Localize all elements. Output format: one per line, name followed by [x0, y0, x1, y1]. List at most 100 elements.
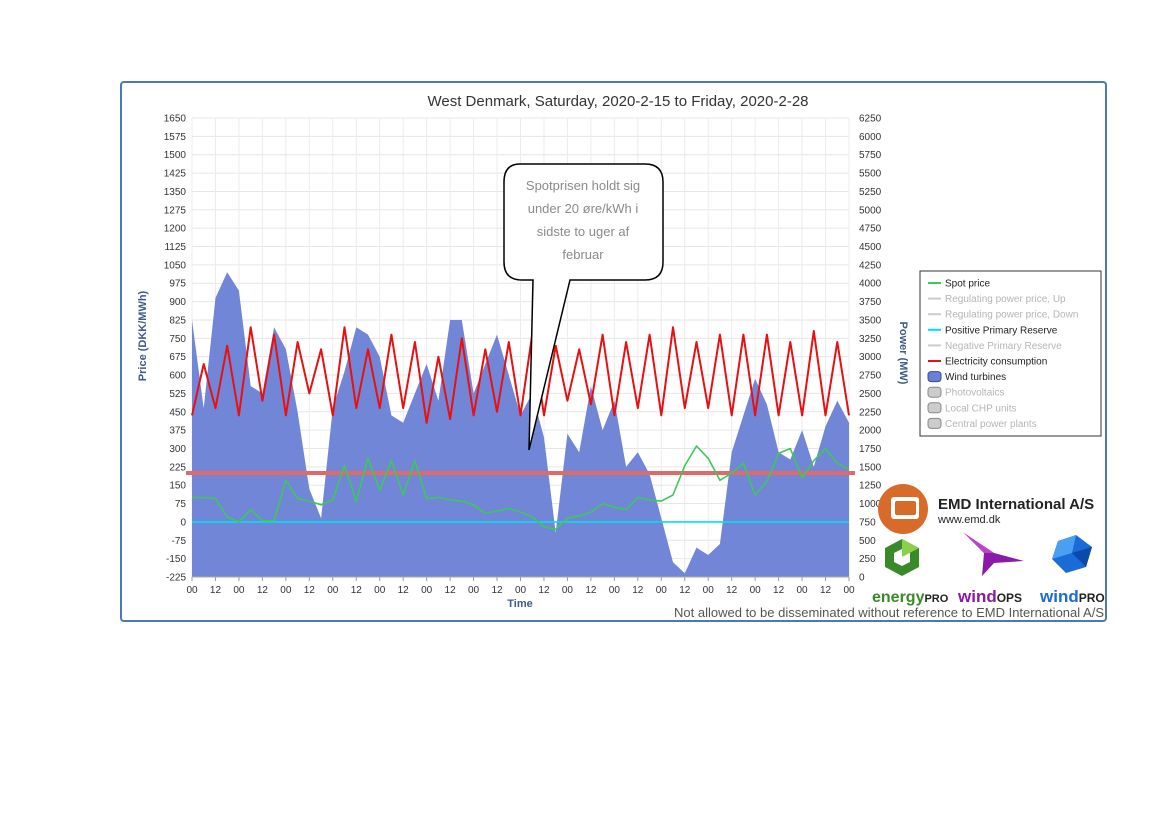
windpro-suffix: PRO [1079, 591, 1105, 605]
y-right-tick-label: 5000 [859, 205, 882, 216]
legend-item[interactable]: Central power plants [927, 417, 1037, 430]
y-right-tick-label: 6000 [859, 132, 882, 143]
y-right-tick-label: 1750 [859, 444, 882, 455]
callout-line: sidste to uger af [537, 224, 630, 239]
annotation-callout: Spotprisen holdt sig under 20 øre/kWh i si… [503, 163, 664, 451]
windpro-label: windPRO [1039, 587, 1105, 606]
x-tick-label: 00 [186, 585, 198, 596]
legend-label: Local CHP units [945, 403, 1017, 414]
x-tick-label: 00 [703, 585, 715, 596]
legend-item[interactable]: Negative Primary Reserve [928, 341, 1062, 352]
legend-item[interactable]: Local CHP units [927, 402, 1017, 415]
y-axis-right-title: Power (MW) [897, 322, 909, 385]
x-tick-label: 00 [374, 585, 386, 596]
axes: 1650157515001425135012751200112510509759… [164, 114, 882, 597]
emd-logo-icon [878, 484, 928, 534]
energypro-label: energyPRO [872, 589, 949, 606]
legend-label: Spot price [945, 279, 990, 290]
x-tick-label: 00 [515, 585, 527, 596]
x-tick-label: 00 [280, 585, 292, 596]
y-left-tick-label: 975 [169, 279, 186, 290]
series-electricity-consumption-line [191, 326, 850, 424]
branding: EMD International A/S www.emd.dk energyP… [674, 484, 1105, 620]
x-tick-label: 00 [233, 585, 245, 596]
windpro-prefix: wind [1039, 587, 1079, 606]
y-left-tick-label: -225 [166, 573, 186, 584]
x-tick-label: 00 [609, 585, 621, 596]
x-tick-label: 12 [820, 585, 832, 596]
x-tick-label: 12 [538, 585, 550, 596]
legend-item[interactable]: Wind turbines [927, 371, 1006, 384]
y-left-tick-label: -150 [166, 554, 186, 565]
y-left-tick-label: 750 [169, 334, 186, 345]
callout-text: Spotprisen holdt sig under 20 øre/kWh i si… [526, 178, 640, 262]
y-right-tick-label: 4000 [859, 279, 882, 290]
legend-label: Positive Primary Reserve [945, 325, 1058, 336]
legend-label: Central power plants [945, 419, 1037, 430]
legend-label: Wind turbines [945, 372, 1006, 383]
legend[interactable]: Spot price Regulating power price, Up Regu… [919, 270, 1102, 437]
y-right-tick-label: 4500 [859, 242, 882, 253]
x-tick-label: 12 [585, 585, 597, 596]
y-right-tick-label: 5500 [859, 169, 882, 180]
x-tick-label: 00 [421, 585, 433, 596]
legend-item[interactable]: Regulating power price, Up [928, 294, 1066, 305]
chart-canvas: West Denmark, Saturday, 2020-2-15 to Fri… [137, 93, 1105, 620]
windops-suffix: OPS [997, 591, 1022, 605]
x-tick-label: 12 [445, 585, 457, 596]
callout-bubble [503, 163, 664, 451]
windops-prefix: wind [957, 587, 997, 606]
y-right-tick-label: 3250 [859, 334, 882, 345]
x-tick-label: 00 [468, 585, 480, 596]
y-left-tick-label: 300 [169, 444, 186, 455]
x-tick-label: 00 [656, 585, 668, 596]
y-left-tick-label: 0 [180, 517, 186, 528]
legend-box [919, 270, 1102, 437]
callout-line: februar [562, 247, 604, 262]
y-left-tick-label: 75 [175, 499, 187, 510]
y-right-tick-label: 3000 [859, 352, 882, 363]
legend-item[interactable]: Electricity consumption [928, 357, 1047, 368]
line-series [186, 326, 855, 531]
series-spot-price-line [192, 445, 850, 531]
x-tick-label: 12 [351, 585, 363, 596]
y-left-tick-label: 1575 [164, 132, 187, 143]
x-tick-label: 00 [797, 585, 809, 596]
energypro-logo-icon [885, 539, 919, 576]
x-tick-label: 12 [304, 585, 316, 596]
legend-item[interactable]: Positive Primary Reserve [928, 325, 1058, 336]
legend-swatch [927, 417, 942, 429]
y-left-tick-label: 225 [169, 462, 186, 473]
windops-logo-icon [964, 533, 1024, 576]
legend-item[interactable]: Spot price [928, 279, 990, 290]
y-left-tick-label: 825 [169, 315, 186, 326]
x-tick-label: 12 [679, 585, 691, 596]
y-right-tick-label: 250 [859, 554, 876, 565]
x-tick-label: 12 [210, 585, 222, 596]
windpro-logo-icon [1052, 535, 1092, 573]
y-left-tick-label: 900 [169, 297, 186, 308]
x-tick-label: 12 [632, 585, 644, 596]
y-right-tick-label: 5250 [859, 187, 882, 198]
y-right-tick-label: 5750 [859, 150, 882, 161]
x-tick-label: 12 [257, 585, 269, 596]
x-tick-label: 00 [843, 585, 855, 596]
energypro-suffix: PRO [924, 593, 948, 605]
x-tick-label: 12 [491, 585, 503, 596]
y-left-tick-label: 1350 [164, 187, 187, 198]
legend-item[interactable]: Regulating power price, Down [928, 310, 1078, 321]
y-right-tick-label: 2000 [859, 426, 882, 437]
callout-line: Spotprisen holdt sig [526, 178, 640, 193]
windops-label: windOPS [957, 587, 1022, 606]
legend-label: Negative Primary Reserve [945, 341, 1062, 352]
y-left-tick-label: 525 [169, 389, 186, 400]
legend-label: Electricity consumption [945, 357, 1047, 368]
legend-item[interactable]: Photovoltaics [927, 386, 1004, 399]
y-left-tick-label: 375 [169, 426, 186, 437]
chart-frame: West Denmark, Saturday, 2020-2-15 to Fri… [120, 81, 1107, 622]
y-right-tick-label: 1000 [859, 499, 882, 510]
legend-swatch [927, 371, 942, 383]
y-right-tick-label: 2250 [859, 407, 882, 418]
y-left-tick-label: -75 [172, 536, 187, 547]
disclaimer-text: Not allowed to be disseminated without r… [674, 605, 1104, 620]
